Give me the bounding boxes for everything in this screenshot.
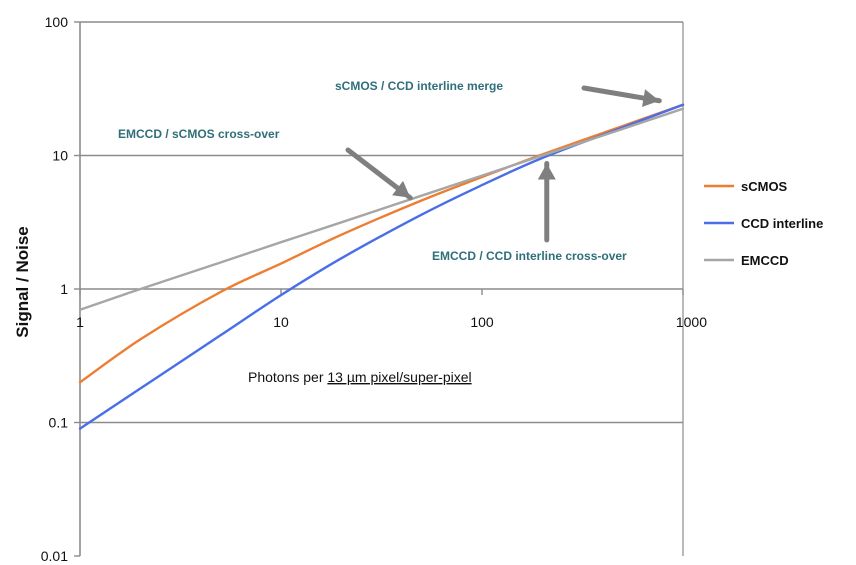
annotation-arrow-2-head [537,163,556,180]
x-tick-label-0: 1 [76,314,84,330]
annotation-label-0: sCMOS / CCD interline merge [335,79,503,93]
y-tick-labels: 0.01 0.1 1 10 100 [41,14,68,564]
annotation-arrows [345,85,662,243]
axes [74,21,684,557]
x-axis-label-part2: 13 µm pixel/super-pixel [327,369,471,385]
annotations: sCMOS / CCD interline merge EMCCD / sCMOS… [118,79,627,263]
legend-label-emccd: EMCCD [741,253,789,268]
y-tick-label-4: 100 [45,14,69,30]
x-axis-label-part1: Photons per [248,369,327,385]
grid-lines [80,21,683,424]
x-tick-labels: 1 10 100 1000 [76,314,707,330]
x-axis-label: Photons per 13 µm pixel/super-pixel [248,369,472,385]
x-tick-label-3: 1000 [676,314,707,330]
y-tick-label-0: 0.01 [41,548,68,564]
x-tick-label-1: 10 [273,314,289,330]
annotation-arrow-0-head [642,89,660,107]
series-lines [78,103,685,430]
annotation-label-2: EMCCD / CCD interline cross-over [432,249,627,263]
legend: sCMOS CCD interline EMCCD [704,179,823,268]
annotation-label-1: EMCCD / sCMOS cross-over [118,127,280,141]
x-tick-label-2: 100 [470,314,494,330]
y-tick-label-2: 1 [60,281,68,297]
y-axis-label: Signal / Noise [13,226,32,337]
annotation-arrow-1-head [392,180,411,198]
series-line-emccd [78,107,685,311]
y-tick-label-3: 10 [52,148,68,164]
legend-label-ccd-interline: CCD interline [741,216,823,231]
series-line-scmos [78,103,685,384]
legend-label-scmos: sCMOS [741,179,788,194]
y-tick-label-1: 0.1 [49,415,69,431]
